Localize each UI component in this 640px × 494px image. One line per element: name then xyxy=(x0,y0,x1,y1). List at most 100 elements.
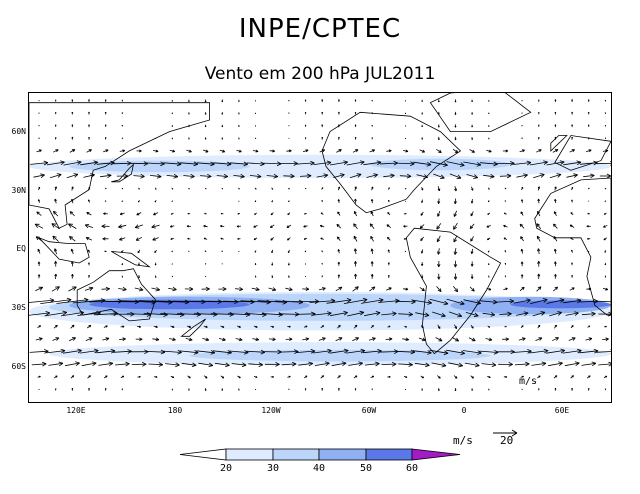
wind-vector xyxy=(136,149,142,153)
wind-vector xyxy=(52,337,60,341)
wind-vector xyxy=(352,286,359,292)
wind-vector xyxy=(71,274,74,279)
wind-vector xyxy=(454,124,457,128)
wind-vector xyxy=(586,225,591,228)
wind-vector xyxy=(49,173,62,179)
wind-vector xyxy=(520,211,524,216)
wind-vector xyxy=(571,387,574,391)
wind-vector xyxy=(603,237,608,241)
coast-asia xyxy=(29,102,210,229)
wind-vector xyxy=(385,337,393,341)
wind-vector xyxy=(604,388,607,391)
wind-vector xyxy=(520,248,524,254)
wind-vector xyxy=(304,137,307,140)
wind-vector xyxy=(499,173,512,179)
wind-vector xyxy=(516,173,528,179)
wind-vector xyxy=(54,198,57,204)
wind-vector xyxy=(602,287,609,291)
wind-vector xyxy=(321,387,324,391)
wind-vector xyxy=(531,361,547,367)
wind-vector xyxy=(519,223,525,229)
wind-vector xyxy=(71,111,74,115)
wind-vector xyxy=(453,260,458,268)
wind-vector xyxy=(171,263,173,265)
wind-vector xyxy=(349,173,362,179)
wind-vector xyxy=(85,337,93,341)
wind-vector xyxy=(37,261,41,267)
wind-vector xyxy=(69,236,76,242)
wind-vector xyxy=(469,223,475,229)
wind-vector xyxy=(354,198,357,204)
wind-vector xyxy=(571,199,573,203)
wind-vector xyxy=(321,111,324,115)
wind-vector xyxy=(481,362,497,368)
wind-vector xyxy=(188,250,190,252)
coast-new-zealand xyxy=(180,318,206,337)
colorbar-segment-above-60 xyxy=(411,448,461,461)
wind-vector xyxy=(104,187,107,190)
wind-vector xyxy=(54,99,57,102)
wind-vector xyxy=(431,362,447,368)
wind-vector xyxy=(54,112,57,115)
wind-vector xyxy=(519,286,525,292)
wind-vector xyxy=(171,100,173,102)
wind-vector xyxy=(52,235,59,242)
wind-vector xyxy=(354,124,357,127)
wind-vector xyxy=(68,337,76,342)
wind-vector xyxy=(231,362,247,368)
wind-vector xyxy=(369,149,376,153)
wind-vector xyxy=(387,325,391,328)
wind-vector xyxy=(221,99,224,103)
wind-vector xyxy=(187,375,191,379)
wind-vector xyxy=(403,225,408,228)
wind-vector xyxy=(318,337,326,341)
wind-vector xyxy=(219,149,226,153)
wind-vector xyxy=(88,136,90,140)
wind-vector xyxy=(220,325,225,328)
wind-vector xyxy=(452,286,459,293)
wind-vector xyxy=(587,325,591,328)
wind-vector xyxy=(88,274,90,278)
wind-vector xyxy=(204,137,207,140)
wind-vector xyxy=(604,200,606,203)
wind-vector xyxy=(604,112,607,114)
wind-vector xyxy=(120,325,125,328)
wind-vector xyxy=(513,160,532,166)
wind-vector xyxy=(203,237,208,240)
wind-vector xyxy=(205,263,207,265)
wind-vector xyxy=(153,212,159,216)
jet-north-band-30b xyxy=(370,158,511,171)
wind-vector xyxy=(148,362,163,367)
wind-vector xyxy=(154,249,157,253)
wind-vector xyxy=(36,149,42,153)
wind-vector xyxy=(70,375,75,379)
wind-vector xyxy=(503,224,508,228)
wind-vector xyxy=(54,124,57,127)
wind-vector xyxy=(255,137,257,140)
wind-vector xyxy=(303,237,308,240)
wind-vector xyxy=(288,99,290,102)
wind-vector xyxy=(337,111,340,115)
wind-vector xyxy=(503,212,507,215)
wind-vector xyxy=(336,149,342,153)
wind-vector xyxy=(87,375,91,379)
wind-vector xyxy=(604,99,607,102)
wind-vector xyxy=(86,149,92,153)
wind-vector xyxy=(104,124,107,127)
wind-vector xyxy=(504,200,507,202)
wind-vector xyxy=(163,161,182,167)
wind-vector xyxy=(233,173,245,179)
wind-vectors xyxy=(29,99,611,392)
wind-vector xyxy=(31,361,47,367)
wind-vector xyxy=(470,236,474,242)
wind-vector xyxy=(304,212,307,215)
wind-vector xyxy=(486,237,491,241)
wind-vector xyxy=(436,148,442,153)
coastlines xyxy=(29,93,611,355)
wind-vector xyxy=(287,212,291,216)
wind-vector xyxy=(135,337,143,342)
wind-vector xyxy=(103,212,108,216)
wind-vector xyxy=(171,250,174,253)
wind-vector xyxy=(520,325,524,328)
wind-vector xyxy=(585,337,593,341)
